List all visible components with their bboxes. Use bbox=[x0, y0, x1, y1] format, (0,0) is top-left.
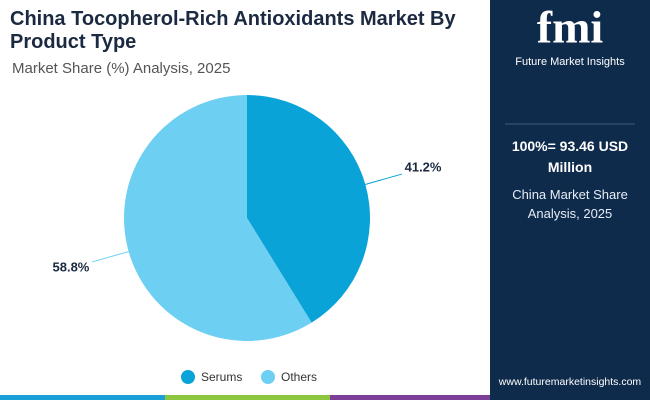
side-panel bbox=[490, 0, 650, 400]
leader-line bbox=[91, 250, 131, 263]
strip bbox=[330, 395, 490, 400]
brand-name: Future Market Insights bbox=[515, 56, 625, 68]
panel-headline: 100%= 93.46 USD Million bbox=[511, 138, 629, 175]
panel-subtext: China Market Share Analysis, 2025 bbox=[512, 187, 628, 221]
leader-line bbox=[363, 173, 403, 186]
strip bbox=[0, 395, 165, 400]
legend-label: Others bbox=[281, 370, 317, 384]
legend-label: Serums bbox=[201, 370, 242, 384]
strip bbox=[165, 395, 330, 400]
website: www.futuremarketinsights.com bbox=[498, 376, 642, 388]
chart-subtitle: Market Share (%) Analysis, 2025 bbox=[12, 60, 231, 77]
pie-slice bbox=[123, 95, 312, 342]
logo: fmi bbox=[537, 2, 604, 53]
legend-swatch bbox=[181, 370, 195, 384]
legend-swatch bbox=[261, 370, 275, 384]
data-label: 41.2% bbox=[405, 159, 442, 174]
data-label: 58.8% bbox=[53, 259, 90, 274]
pie-slice bbox=[247, 95, 370, 323]
chart-title: China Tocopherol-Rich Antioxidants Marke… bbox=[10, 8, 456, 53]
